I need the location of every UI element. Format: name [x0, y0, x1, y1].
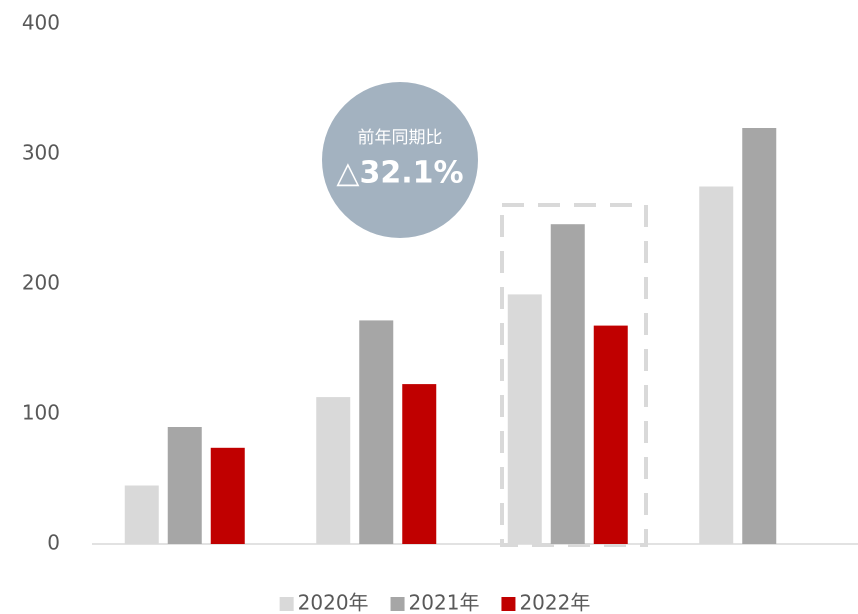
y-tick-label: 100: [22, 401, 60, 425]
y-tick-label: 200: [22, 271, 60, 295]
legend-label: 2021年: [409, 591, 480, 614]
legend: 2020年 2021年 2022年: [279, 591, 590, 614]
bar: [316, 397, 351, 544]
bar: [167, 427, 202, 544]
highlight-box: [500, 203, 648, 547]
bar: [507, 294, 542, 544]
annotation: 前年同期比: [358, 128, 443, 148]
legend-swatch: [390, 597, 405, 611]
bar: [593, 325, 628, 544]
legend-swatch: [501, 597, 516, 611]
bar: [210, 447, 245, 544]
bar: [359, 320, 394, 544]
bar: [550, 224, 585, 544]
legend-swatch: [279, 597, 294, 611]
y-tick-label: 300: [22, 141, 60, 165]
annotation-bubble: [322, 82, 478, 238]
bar: [124, 485, 159, 544]
legend-label: 2020年: [298, 591, 369, 614]
annotation: △32.1%: [336, 156, 463, 191]
bar: [699, 186, 734, 544]
bar: [742, 128, 777, 544]
y-tick-label: 400: [22, 11, 60, 35]
bar: [402, 384, 437, 544]
legend-label: 2022年: [519, 591, 590, 614]
y-tick-label: 0: [47, 531, 60, 555]
